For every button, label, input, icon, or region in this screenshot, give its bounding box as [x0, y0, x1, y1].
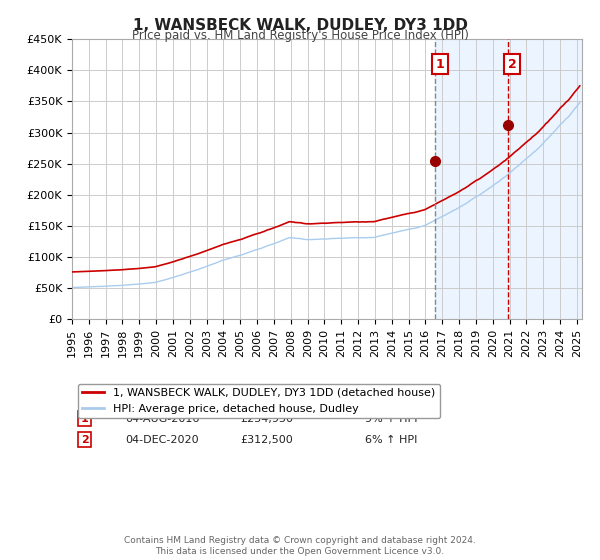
Text: Price paid vs. HM Land Registry's House Price Index (HPI): Price paid vs. HM Land Registry's House …: [131, 29, 469, 42]
Text: 1: 1: [436, 58, 444, 71]
Text: 1: 1: [81, 414, 89, 423]
Text: £312,500: £312,500: [240, 435, 293, 445]
Text: 1, WANSBECK WALK, DUDLEY, DY3 1DD: 1, WANSBECK WALK, DUDLEY, DY3 1DD: [133, 18, 467, 33]
Legend: 1, WANSBECK WALK, DUDLEY, DY3 1DD (detached house), HPI: Average price, detached: 1, WANSBECK WALK, DUDLEY, DY3 1DD (detac…: [77, 384, 440, 418]
Text: 2: 2: [81, 435, 89, 445]
Text: £254,950: £254,950: [240, 414, 293, 423]
Text: 04-DEC-2020: 04-DEC-2020: [125, 435, 199, 445]
Text: Contains HM Land Registry data © Crown copyright and database right 2024.
This d: Contains HM Land Registry data © Crown c…: [124, 536, 476, 556]
Text: 04-AUG-2016: 04-AUG-2016: [125, 414, 200, 423]
Text: 6% ↑ HPI: 6% ↑ HPI: [365, 435, 418, 445]
Bar: [435, 39, 582, 319]
Text: 9% ↑ HPI: 9% ↑ HPI: [365, 414, 418, 423]
Text: 2: 2: [508, 58, 517, 71]
